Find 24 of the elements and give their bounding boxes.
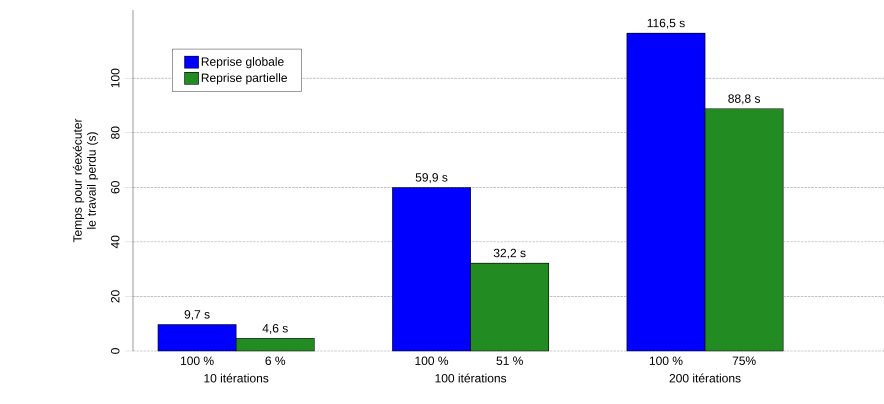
x-tick-label: 100 itérations (436, 374, 506, 382)
y-tick-label: 20 (110, 290, 120, 303)
y-tick-label: 40 (110, 236, 120, 248)
text: 6 % (266, 356, 286, 366)
data-label: 32,2 s (494, 248, 526, 259)
y-tick-label: 100 (110, 68, 120, 88)
text: 100 % (415, 356, 448, 366)
data-label: 9,7 s (184, 310, 210, 320)
x-tick-label: 10 itérations (204, 374, 268, 382)
data-label: 59,9 s (416, 173, 448, 184)
data-label: 88,8 s (728, 94, 760, 104)
data-label: 4,6 s (262, 324, 288, 334)
text: 75% (732, 356, 756, 365)
y-tick-label: 0 (110, 348, 120, 354)
x-tick-label: 200 itérations (670, 374, 741, 382)
y-tick-label: 80 (110, 126, 120, 139)
text: 51 % (496, 356, 523, 365)
data-label: 116,5 s (648, 18, 685, 29)
text: 100 % (180, 356, 214, 366)
y-axis-title: Temps pour réexécuter le travail perdu (s) (72, 118, 98, 242)
legend-label: Reprise globale (202, 57, 284, 68)
text: 100 % (650, 356, 683, 366)
legend-label: Reprise partielle (202, 73, 287, 84)
y-tick-label: 60 (110, 181, 120, 194)
